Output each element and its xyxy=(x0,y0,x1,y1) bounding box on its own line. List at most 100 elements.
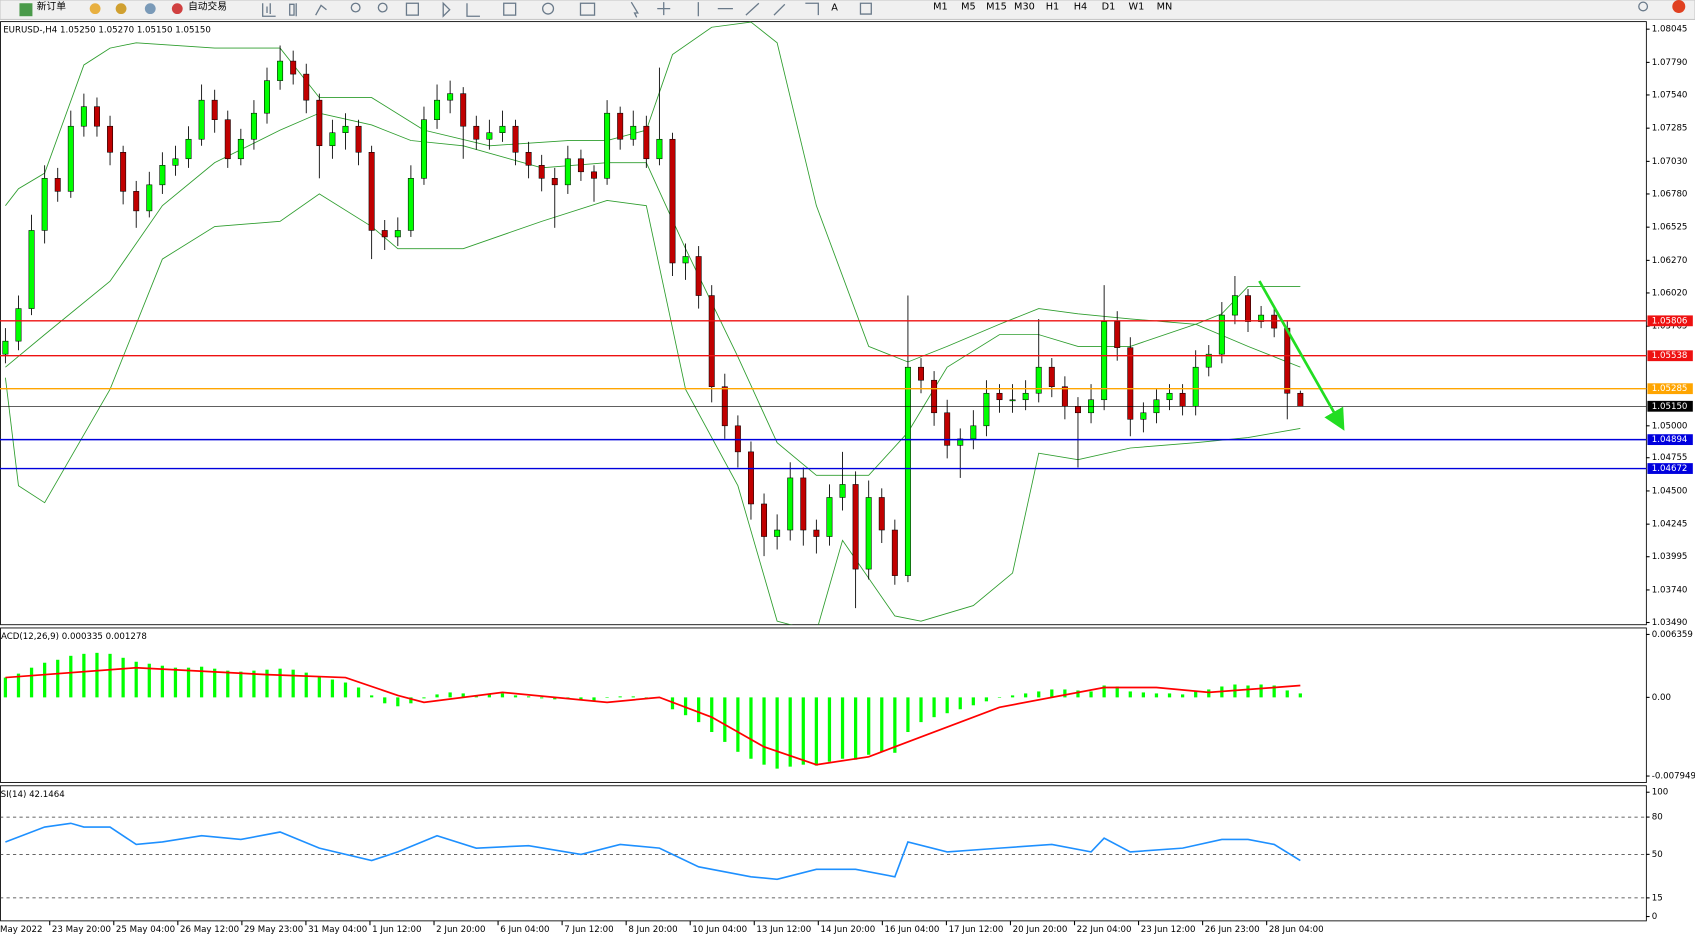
text-tool[interactable]: A xyxy=(831,3,838,14)
candle-body xyxy=(1114,321,1121,348)
timeframe-button[interactable]: MN xyxy=(1157,1,1173,12)
trend-arrow xyxy=(1258,280,1345,431)
macd-bar xyxy=(199,666,204,698)
time-label: 26 May 12:00 xyxy=(180,925,239,935)
candle-body xyxy=(420,119,427,179)
icon[interactable] xyxy=(859,2,872,15)
macd-bar xyxy=(513,695,518,698)
icon[interactable] xyxy=(315,4,327,16)
toolbar-bg xyxy=(0,0,1695,20)
price-label-bg xyxy=(1647,315,1693,327)
candle-body xyxy=(878,497,885,531)
macd-bar xyxy=(827,697,832,762)
icon[interactable] xyxy=(542,2,555,15)
candle-body xyxy=(198,99,205,140)
new-order-button[interactable]: 新订单 xyxy=(37,0,66,12)
time-axis: May 2022 23 May 20:00 25 May 04:00 26 May 1… xyxy=(0,920,1324,935)
macd-bar xyxy=(108,653,112,698)
macd-bar xyxy=(1285,690,1289,698)
new-order-icon[interactable] xyxy=(19,3,33,17)
macd-bar xyxy=(213,668,217,698)
macd-bar xyxy=(579,697,583,701)
macd-bar xyxy=(526,696,531,698)
plot-area xyxy=(0,21,1647,625)
macd-bar xyxy=(317,676,321,698)
icon[interactable] xyxy=(630,1,639,18)
y-tick-label: 1.06270 xyxy=(1652,256,1688,266)
timeframe-button[interactable]: M1 xyxy=(933,1,948,12)
icon[interactable] xyxy=(115,3,127,15)
macd-bar xyxy=(330,679,335,698)
macd-bar xyxy=(788,697,792,767)
macd-bar xyxy=(1167,693,1172,698)
candle-body xyxy=(1245,295,1251,322)
panel: 1.08045 1.07790 1.07540 1.07285 1.07030 1.067… xyxy=(0,21,1693,628)
macd-bar xyxy=(670,697,675,710)
macd-bar xyxy=(801,697,805,765)
candle-body xyxy=(1258,314,1265,322)
macd-bar xyxy=(278,668,282,698)
icon[interactable] xyxy=(289,3,297,17)
macd-bar xyxy=(553,697,557,700)
time-label: 25 May 04:00 xyxy=(116,925,175,935)
macd-bar xyxy=(697,697,701,723)
candle-body xyxy=(577,158,584,173)
macd-bar xyxy=(1102,685,1106,698)
macd-bar xyxy=(396,697,400,707)
candle-body xyxy=(512,125,519,153)
y-tick-label: 1.05000 xyxy=(1652,421,1688,431)
icon[interactable] xyxy=(442,1,451,18)
timeframe-button[interactable]: H1 xyxy=(1046,1,1060,12)
candle-body xyxy=(918,366,924,381)
macd-bar xyxy=(435,694,439,698)
candle-body xyxy=(67,125,74,192)
icon[interactable] xyxy=(503,2,517,16)
macd-bar xyxy=(853,697,858,760)
icon[interactable] xyxy=(579,2,596,16)
timeframe-button[interactable]: M15 xyxy=(986,1,1007,12)
candle-body xyxy=(591,171,597,179)
timeframe-button[interactable]: H4 xyxy=(1074,1,1088,12)
icon[interactable] xyxy=(377,2,388,13)
search-icon[interactable] xyxy=(1638,1,1649,12)
panels: 1.08045 1.07790 1.07540 1.07285 1.07030 1.067… xyxy=(0,21,1695,922)
candle-body xyxy=(54,178,61,192)
auto-trading-icon[interactable] xyxy=(171,3,183,15)
candle-body xyxy=(499,125,506,133)
icon[interactable] xyxy=(405,2,419,16)
y-tick-label: 50 xyxy=(1652,850,1663,860)
macd-bar xyxy=(1154,693,1159,698)
timeframe-button[interactable]: D1 xyxy=(1102,1,1116,12)
timeframe-button[interactable]: M30 xyxy=(1014,1,1035,12)
auto-trading-button[interactable]: 自动交易 xyxy=(188,0,227,12)
y-tick-label: 1.07030 xyxy=(1652,157,1688,167)
timeframe-button[interactable]: W1 xyxy=(1129,1,1145,12)
icon[interactable] xyxy=(657,2,671,16)
macd-bar xyxy=(343,682,348,698)
candle-body xyxy=(355,125,362,153)
icon[interactable] xyxy=(466,3,480,17)
candle-body xyxy=(1179,392,1186,407)
panel-frame xyxy=(0,785,1647,922)
candle-body xyxy=(695,256,702,296)
icon[interactable] xyxy=(350,2,361,13)
icon[interactable] xyxy=(89,3,101,15)
candle-body xyxy=(159,165,166,186)
candle-body xyxy=(1205,353,1212,368)
macd-bar xyxy=(945,697,949,714)
timeframe-button[interactable]: M5 xyxy=(961,1,976,12)
icon[interactable] xyxy=(697,2,819,17)
candle-body xyxy=(342,125,349,133)
candle-body xyxy=(80,106,87,127)
macd-bar xyxy=(1076,690,1080,698)
candle-body xyxy=(604,112,611,179)
notification[interactable] xyxy=(1672,0,1686,13)
candle-body xyxy=(1231,295,1238,316)
candle-body xyxy=(983,392,990,427)
macd-bar xyxy=(618,696,622,698)
time-label: 14 Jun 20:00 xyxy=(820,925,875,935)
candle-body xyxy=(682,256,689,264)
macd-bar xyxy=(723,697,727,742)
icon[interactable] xyxy=(262,3,276,17)
icon[interactable] xyxy=(144,3,156,15)
